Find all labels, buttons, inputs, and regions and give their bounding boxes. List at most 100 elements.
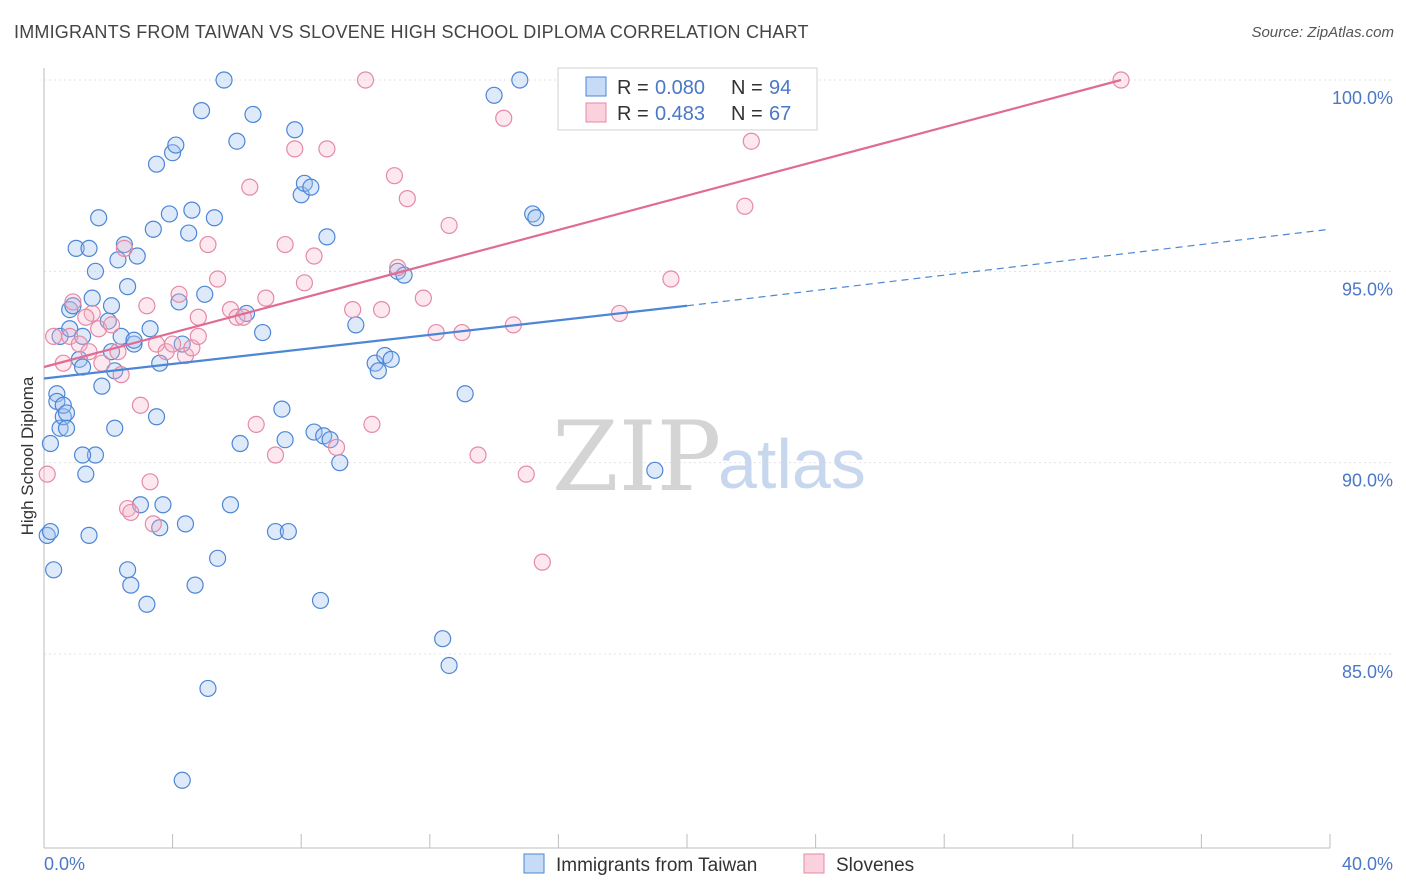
point-slovenes bbox=[469, 446, 487, 464]
point-slovenes bbox=[90, 320, 108, 338]
legend-r-label-1: R = bbox=[617, 77, 649, 99]
trend-line-slovenes bbox=[43, 78, 1122, 369]
point-taiwan bbox=[144, 220, 162, 238]
point-taiwan bbox=[167, 136, 185, 154]
point-taiwan bbox=[485, 86, 503, 104]
point-slovenes bbox=[327, 438, 346, 456]
bottom-legend-swatch-slovenes bbox=[803, 853, 825, 874]
point-taiwan bbox=[118, 278, 137, 296]
point-taiwan bbox=[86, 446, 105, 464]
x-tick-labels: 0.0% 40.0% bbox=[44, 854, 1393, 874]
point-taiwan bbox=[311, 591, 330, 610]
bottom-legend-label-slovenes: Slovenes bbox=[836, 855, 914, 876]
point-taiwan bbox=[215, 71, 233, 89]
point-taiwan bbox=[199, 679, 217, 698]
legend-n-value-2: 67 bbox=[769, 103, 791, 125]
point-slovenes bbox=[276, 235, 294, 254]
y-tick-label: 95.0% bbox=[1342, 279, 1393, 299]
point-taiwan bbox=[646, 461, 664, 479]
point-taiwan bbox=[209, 549, 227, 567]
point-taiwan bbox=[147, 155, 166, 173]
point-slovenes bbox=[144, 515, 162, 533]
point-slovenes bbox=[440, 216, 458, 235]
point-taiwan bbox=[77, 465, 95, 483]
point-slovenes bbox=[77, 308, 95, 326]
point-taiwan bbox=[221, 496, 240, 514]
point-taiwan bbox=[456, 385, 474, 403]
x-tick-label: 40.0% bbox=[1342, 854, 1393, 874]
point-slovenes bbox=[93, 354, 111, 372]
point-slovenes bbox=[662, 270, 680, 288]
legend-swatch-taiwan bbox=[585, 76, 607, 97]
point-taiwan bbox=[231, 434, 249, 453]
series-taiwan-points bbox=[38, 71, 664, 789]
point-slovenes bbox=[138, 297, 156, 315]
point-slovenes bbox=[533, 553, 551, 571]
point-slovenes bbox=[141, 473, 159, 491]
legend-r-value-1: 0.080 bbox=[655, 77, 705, 99]
point-taiwan bbox=[382, 350, 400, 368]
legend-swatch-slovenes bbox=[585, 102, 607, 123]
point-taiwan bbox=[527, 209, 545, 227]
point-slovenes bbox=[115, 239, 133, 257]
point-slovenes bbox=[398, 190, 416, 208]
trend-lines bbox=[43, 78, 1331, 380]
point-taiwan bbox=[80, 526, 98, 544]
point-taiwan bbox=[73, 446, 92, 464]
point-slovenes bbox=[199, 235, 217, 254]
point-taiwan bbox=[106, 419, 124, 437]
point-slovenes bbox=[736, 197, 754, 215]
point-slovenes bbox=[385, 167, 404, 185]
trend-line-taiwan-extrapolated bbox=[686, 228, 1331, 307]
point-taiwan bbox=[128, 247, 146, 265]
point-taiwan bbox=[318, 228, 336, 246]
point-slovenes bbox=[64, 293, 82, 311]
legend-n-label-2: N = bbox=[731, 103, 763, 125]
point-taiwan bbox=[244, 105, 262, 124]
point-slovenes bbox=[241, 178, 259, 196]
y-tick-label: 85.0% bbox=[1342, 662, 1393, 682]
point-taiwan bbox=[57, 419, 76, 437]
source-label: Source: ZipAtlas.com bbox=[1251, 24, 1394, 41]
y-tick-labels: 85.0% 90.0% 95.0% 100.0% bbox=[1332, 88, 1393, 682]
legend-r-label-2: R = bbox=[617, 103, 649, 125]
point-taiwan bbox=[286, 121, 304, 139]
x-tick-label: 0.0% bbox=[44, 854, 85, 874]
point-taiwan bbox=[279, 522, 297, 541]
point-slovenes bbox=[344, 301, 362, 319]
series-slovenes-points bbox=[38, 71, 1130, 571]
y-tick-label: 90.0% bbox=[1342, 471, 1393, 491]
watermark-atlas: atlas bbox=[718, 425, 866, 503]
point-taiwan bbox=[67, 239, 85, 257]
point-taiwan bbox=[115, 235, 133, 254]
point-taiwan bbox=[57, 404, 76, 422]
point-taiwan bbox=[196, 285, 214, 303]
series-legend: Immigrants from Taiwan Slovenes bbox=[523, 853, 914, 876]
point-slovenes bbox=[257, 289, 275, 307]
point-slovenes bbox=[170, 285, 188, 303]
y-tick-label: 100.0% bbox=[1332, 88, 1393, 108]
watermark-zip: ZIP bbox=[552, 401, 721, 513]
chart-title: IMMIGRANTS FROM TAIWAN VS SLOVENE HIGH S… bbox=[14, 22, 809, 42]
y-axis-label: High School Diploma bbox=[18, 376, 37, 535]
point-taiwan bbox=[147, 408, 166, 426]
point-taiwan bbox=[305, 423, 323, 441]
point-taiwan bbox=[41, 522, 60, 541]
point-slovenes bbox=[38, 465, 56, 483]
point-taiwan bbox=[102, 297, 121, 315]
point-slovenes bbox=[286, 140, 304, 158]
point-taiwan bbox=[90, 209, 108, 227]
point-slovenes bbox=[295, 274, 314, 292]
point-taiwan bbox=[347, 316, 365, 334]
bottom-legend-swatch-taiwan bbox=[523, 853, 545, 874]
point-slovenes bbox=[131, 396, 150, 414]
point-taiwan bbox=[45, 561, 63, 579]
point-taiwan bbox=[176, 515, 195, 533]
trend-line-taiwan bbox=[43, 304, 688, 380]
grid-lines bbox=[44, 79, 1392, 655]
axes bbox=[43, 68, 1331, 849]
point-taiwan bbox=[331, 454, 349, 472]
point-taiwan bbox=[118, 561, 137, 579]
point-taiwan bbox=[228, 132, 246, 150]
point-slovenes bbox=[209, 270, 227, 288]
